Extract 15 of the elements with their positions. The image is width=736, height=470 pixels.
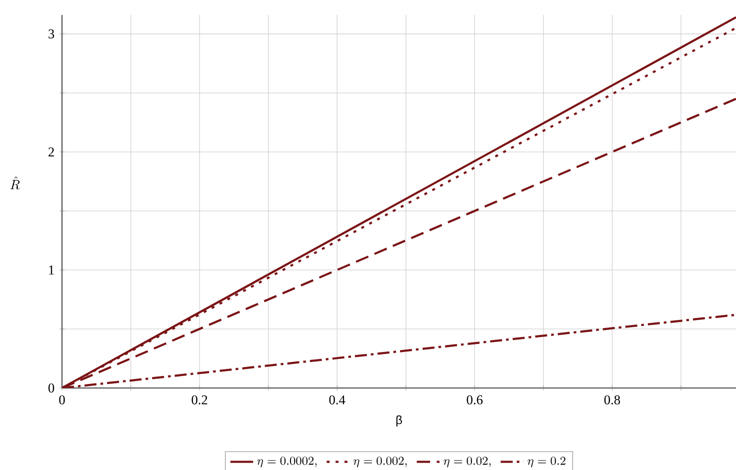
x-tick-label: 0.2 xyxy=(192,395,208,404)
y-tick-label: 0 xyxy=(48,383,54,392)
y-tick-label: 3 xyxy=(48,29,54,38)
legend-label: $\eta = 0.2$ xyxy=(528,456,566,468)
x-tick-label: 0.4 xyxy=(329,395,346,404)
x-axis-title: β xyxy=(396,415,402,427)
y-tick-label: 1 xyxy=(49,266,54,274)
legend-label: $\eta = 0.02,$ xyxy=(444,456,491,468)
y-tick-label: 2 xyxy=(48,148,54,156)
x-tick-label: 0 xyxy=(59,395,65,404)
legend-label: $\eta = 0.0002,$ xyxy=(257,456,317,468)
legend-label: $\eta = 0.002,$ xyxy=(354,456,407,468)
y-axis-title: $\hat{R}$ xyxy=(10,176,20,190)
x-tick-label: 0.6 xyxy=(466,395,483,404)
x-tick-label: 0.8 xyxy=(604,395,620,404)
